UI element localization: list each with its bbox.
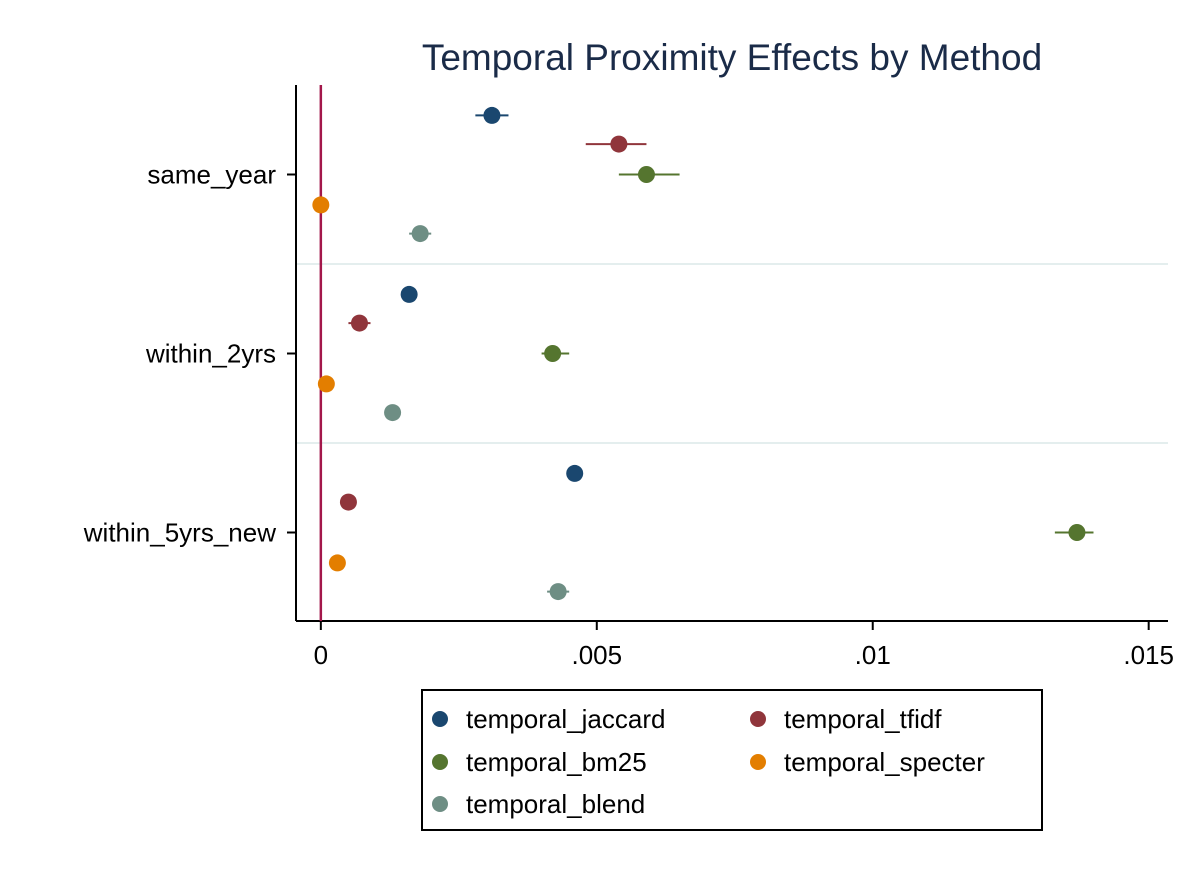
data-point [610, 135, 628, 153]
data-point [339, 493, 357, 511]
category-label: within_2yrs [145, 339, 276, 369]
legend-marker [432, 754, 448, 770]
legend-label: temporal_bm25 [466, 747, 647, 777]
data-point [637, 166, 655, 183]
data-point [400, 285, 418, 303]
data-point [328, 554, 346, 572]
x-tick-label: .005 [571, 640, 622, 670]
legend-label: temporal_specter [784, 747, 985, 777]
legend-marker [432, 711, 448, 727]
data-point [549, 583, 567, 601]
legend-box [421, 689, 1043, 831]
data-point [317, 375, 335, 393]
data-point [544, 345, 562, 362]
data-point [411, 225, 429, 243]
legend-label: temporal_blend [466, 789, 645, 819]
category-label: within_5yrs_new [83, 518, 276, 548]
x-tick-label: .015 [1123, 640, 1174, 670]
legend-marker [750, 711, 766, 727]
legend-marker [432, 796, 448, 812]
data-point [312, 196, 330, 214]
chart-title: Temporal Proximity Effects by Method [422, 37, 1042, 78]
data-point [1068, 524, 1086, 541]
x-tick-label: 0 [314, 640, 328, 670]
legend-label: temporal_tfidf [784, 704, 942, 734]
legend-label: temporal_jaccard [466, 704, 665, 734]
data-point [566, 464, 584, 482]
x-tick-label: .01 [855, 640, 891, 670]
category-label: same_year [147, 160, 276, 190]
data-point [483, 106, 501, 124]
plot-area: 0 .005 .01 .015 same_year within_2yrs within_5… [83, 85, 1174, 670]
legend-marker [750, 754, 766, 770]
legend: temporal_jaccard temporal_tfidf temporal_b… [421, 689, 1043, 831]
data-point [384, 404, 402, 422]
data-point [350, 314, 368, 332]
